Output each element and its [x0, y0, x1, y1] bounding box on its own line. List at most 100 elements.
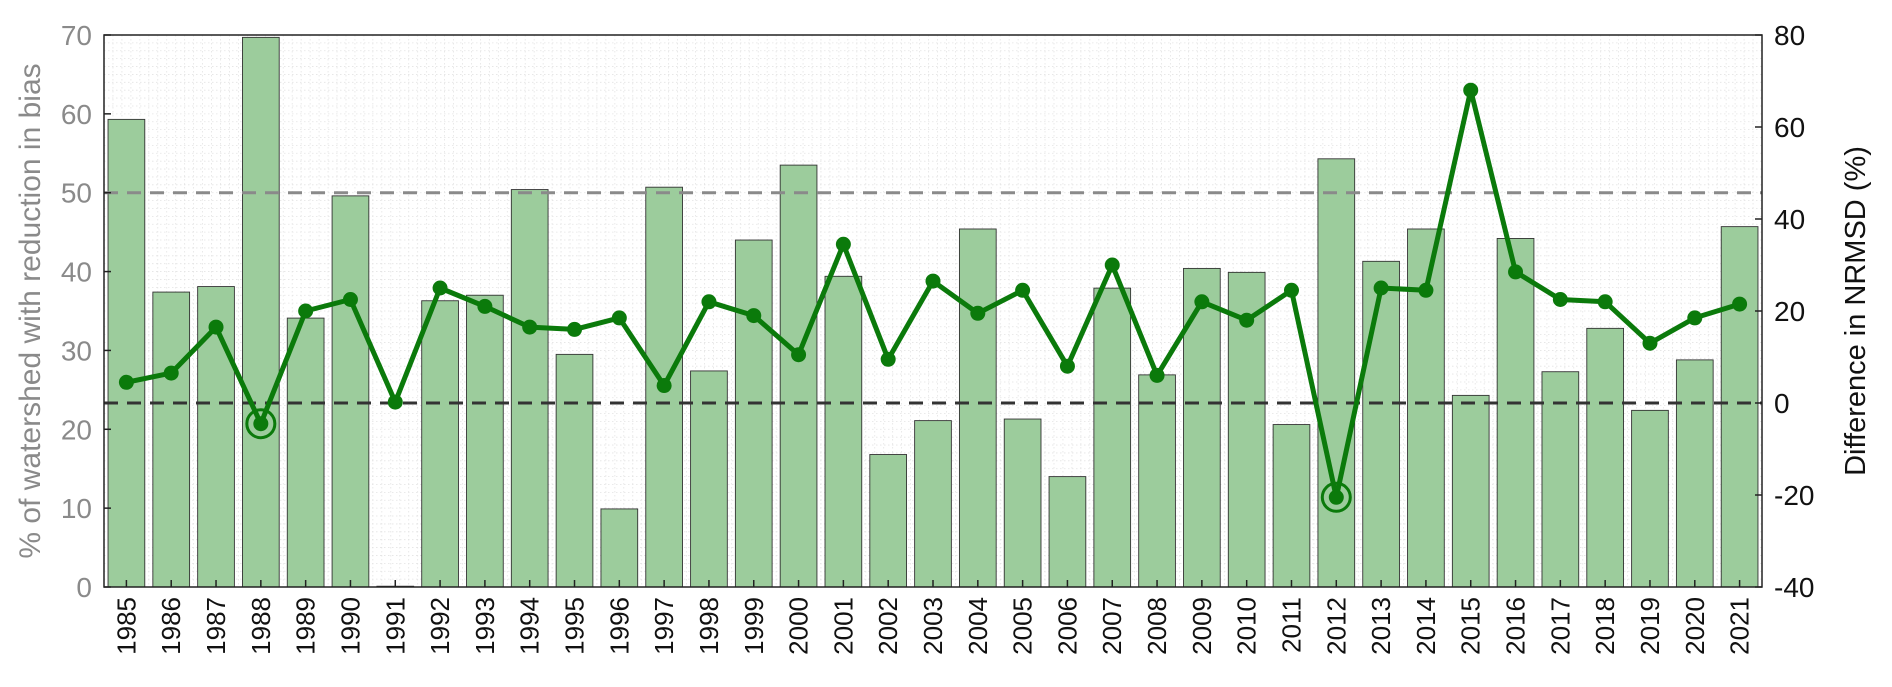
x-tick-label: 2010: [1232, 597, 1262, 655]
data-point: [1552, 292, 1568, 307]
x-tick-label: 2005: [1008, 597, 1038, 655]
data-point: [208, 319, 224, 335]
bar: [1362, 260, 1400, 588]
x-tick-label: 2015: [1456, 597, 1486, 655]
data-point: [925, 273, 941, 289]
data-point: [1642, 335, 1658, 351]
data-point: [791, 347, 807, 363]
data-point: [1149, 367, 1165, 383]
data-point: [880, 351, 896, 367]
data-point: [522, 319, 538, 335]
x-tick-label: 2019: [1635, 597, 1665, 655]
bar: [1003, 418, 1042, 588]
data-point: [253, 416, 269, 432]
bar: [1093, 287, 1132, 588]
x-tick-label: 1992: [425, 597, 455, 655]
line-series: [118, 82, 1748, 513]
x-axis-ticks: 1985 1986 1987 1988 1989 1990 1991 1992 1993 1994…: [111, 580, 1755, 655]
bar-series: [107, 36, 1759, 588]
x-tick-label: 1988: [246, 597, 276, 655]
bar: [1138, 374, 1176, 588]
data-point: [432, 280, 448, 296]
data-point: [746, 308, 762, 324]
data-point: [342, 292, 358, 307]
data-point: [477, 298, 493, 314]
x-tick-label: 1995: [560, 597, 590, 655]
bar: [1631, 409, 1669, 588]
bar: [286, 317, 325, 588]
bar: [1675, 359, 1714, 588]
data-point: [656, 378, 672, 394]
x-tick-label: 1985: [111, 597, 141, 655]
x-tick-label: 2013: [1366, 597, 1396, 655]
data-point: [1194, 294, 1210, 310]
x-tick-label: 1989: [291, 597, 321, 655]
right-tick-label: 20: [1774, 296, 1805, 327]
x-tick-label: 2006: [1052, 597, 1082, 655]
right-tick-label: -20: [1774, 480, 1814, 511]
x-tick-label: 2012: [1321, 597, 1351, 655]
x-tick-label: 1996: [604, 597, 634, 655]
x-tick-label: 1999: [739, 597, 769, 655]
x-tick-label: 2002: [873, 597, 903, 655]
data-point: [1239, 312, 1255, 328]
x-tick-label: 2014: [1411, 597, 1441, 655]
bar: [107, 118, 146, 588]
right-tick-label: 60: [1774, 112, 1805, 143]
x-tick-label: 2020: [1680, 597, 1710, 655]
bar: [914, 420, 952, 588]
data-point: [1104, 257, 1120, 273]
left-tick-label: 10: [61, 493, 92, 524]
bar: [555, 353, 594, 588]
data-point: [1373, 280, 1389, 296]
data-point: [298, 303, 314, 319]
bar: [1272, 424, 1311, 588]
bar: [958, 228, 997, 588]
bar: [1317, 158, 1356, 588]
bar: [1586, 327, 1624, 588]
left-tick-label: 70: [61, 20, 92, 51]
bar: [510, 189, 549, 588]
x-tick-label: 2018: [1590, 597, 1620, 655]
right-tick-label: 0: [1774, 388, 1790, 419]
left-tick-label: 50: [61, 178, 92, 209]
bar: [779, 164, 818, 588]
x-tick-label: 2016: [1501, 597, 1531, 655]
x-tick-label: 2008: [1142, 597, 1172, 655]
data-point: [1328, 489, 1344, 505]
data-point: [1597, 294, 1613, 310]
bar: [242, 36, 280, 588]
data-point: [611, 310, 627, 326]
x-tick-label: 2009: [1187, 597, 1217, 655]
bar: [421, 300, 459, 588]
bar: [466, 294, 504, 588]
x-tick-label: 1991: [380, 597, 410, 655]
right-axis-ticks: -40 -20 0 20 40 60 80: [1755, 20, 1814, 603]
highlight-ring: [1320, 481, 1352, 513]
x-tick-label: 1990: [335, 597, 365, 655]
data-point: [1463, 82, 1479, 98]
bar: [690, 370, 728, 588]
x-tick-label: 1998: [694, 597, 724, 655]
highlight-ring: [245, 408, 277, 440]
bar: [152, 291, 191, 588]
bar: [869, 454, 908, 588]
x-tick-label: 1993: [470, 597, 500, 655]
x-tick-label: 2007: [1097, 597, 1127, 655]
x-tick-label: 2004: [963, 597, 993, 655]
left-tick-label: 30: [61, 335, 92, 366]
data-point: [567, 321, 583, 337]
data-point: [1015, 282, 1031, 298]
data-point: [1059, 358, 1075, 374]
x-tick-label: 1994: [515, 597, 545, 655]
data-point: [1732, 296, 1748, 312]
bar: [1183, 267, 1221, 588]
x-tick-label: 1997: [649, 597, 679, 655]
left-tick-label: 20: [61, 414, 92, 445]
data-point: [1418, 282, 1434, 298]
bar: [824, 275, 863, 588]
reference-lines: [104, 191, 1762, 405]
x-tick-label: 2017: [1545, 597, 1575, 655]
x-tick-label: 1986: [156, 597, 186, 655]
